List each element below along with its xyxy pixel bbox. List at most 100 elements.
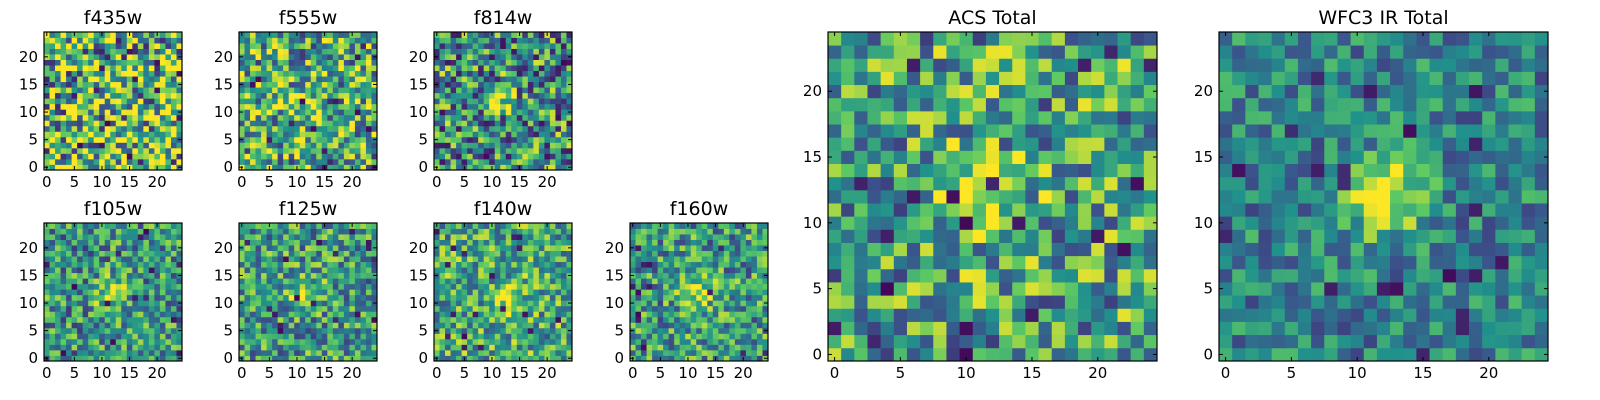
heatmap-cell [310,43,317,49]
heatmap-cell [104,300,111,307]
heatmap-cell [527,327,534,334]
heatmap-cell [478,294,485,301]
heatmap-cell [154,327,161,334]
heatmap-cell [327,311,334,318]
heatmap-cell [277,272,284,279]
heatmap-cell [250,272,256,279]
heatmap-cell [154,109,161,116]
heatmap-cell [522,125,529,132]
heatmap-cell [712,250,719,257]
heatmap-cell [354,120,361,127]
heatmap-cell [250,98,256,105]
heatmap-cell [707,338,714,345]
heatmap-cell [489,239,496,246]
heatmap-cell [505,283,512,290]
heatmap-cell [1104,334,1118,349]
heatmap-cell [511,114,518,121]
heatmap-cell [511,153,518,160]
heatmap-cell [544,153,551,160]
heatmap-cell [483,142,490,149]
heatmap-cell [723,349,730,356]
heatmap-cell [121,305,128,312]
heatmap-cell [66,223,72,229]
heatmap-cell [110,294,117,301]
heatmap-cell [505,322,512,329]
heatmap-cell [165,32,172,38]
heatmap-cell [560,109,567,116]
heatmap-cell [756,256,763,263]
heatmap-cell [49,289,56,296]
heatmap-cell [516,65,523,72]
heatmap-cell [261,37,267,44]
heatmap-cell [255,250,262,257]
heatmap-cell [110,338,117,345]
heatmap-cell [635,239,642,246]
heatmap-cell [544,131,551,138]
heatmap-cell [538,153,545,160]
heatmap-cell [880,295,895,309]
heatmap-cell [277,158,284,165]
heatmap-cell [132,120,139,127]
heatmap-cell [82,283,89,290]
heatmap-cell [740,311,747,318]
heatmap-cell [288,136,295,143]
heatmap-cell [159,43,166,49]
heatmap-cell [489,305,496,312]
heatmap-cell [294,283,301,290]
heatmap-cell [1078,308,1092,322]
heatmap-cell [712,311,719,318]
heatmap-cell [332,272,339,279]
heatmap-cell [511,333,518,340]
heatmap-cell [360,283,367,290]
heatmap-cell [44,338,50,345]
heatmap-cell [663,228,670,235]
heatmap-cell [288,245,295,251]
heatmap-cell [690,300,697,307]
heatmap-cell [126,349,133,356]
heatmap-cell [511,48,518,55]
heatmap-cell [718,289,725,296]
heatmap-cell [255,239,262,246]
heatmap-cell [104,54,111,60]
heatmap-cell [533,349,540,356]
heatmap-cell [641,338,647,345]
heatmap-cell [93,59,100,66]
heatmap-cell [511,43,518,49]
heatmap-cell [255,81,262,88]
heatmap-cell [343,37,350,44]
heatmap-cell [560,136,567,143]
heatmap-cell [327,125,334,132]
heatmap-cell [674,338,681,345]
heatmap-cell [489,43,496,49]
heatmap-cell [44,316,50,323]
heatmap-cell [299,223,306,229]
heatmap-cell [434,239,440,246]
heatmap-cell [533,250,540,257]
heatmap-cell [305,305,312,312]
heatmap-cell [288,250,295,257]
heatmap-cell [439,333,446,340]
heatmap-cell [176,289,183,296]
heatmap-cell [1051,229,1066,243]
heatmap-cell [472,142,479,149]
heatmap-cell [456,136,462,143]
heatmap-cell [77,305,84,312]
heatmap-cell [71,338,78,345]
heatmap-cell [354,142,361,149]
heatmap-cell [250,322,256,329]
heatmap-cell [641,261,647,268]
heatmap-cell [740,289,747,296]
heatmap-cell [321,283,328,290]
x-tick-label: 5 [70,364,80,382]
heatmap-cell [494,147,501,154]
heatmap-cell [250,76,256,83]
heatmap-cell [505,76,512,83]
heatmap-cell [549,48,556,55]
heatmap-cell [250,136,256,143]
heatmap-cell [516,103,523,110]
heatmap-cell [505,136,512,143]
heatmap-cell [82,87,89,94]
heatmap-cell [445,131,451,138]
heatmap-cell [500,147,507,154]
